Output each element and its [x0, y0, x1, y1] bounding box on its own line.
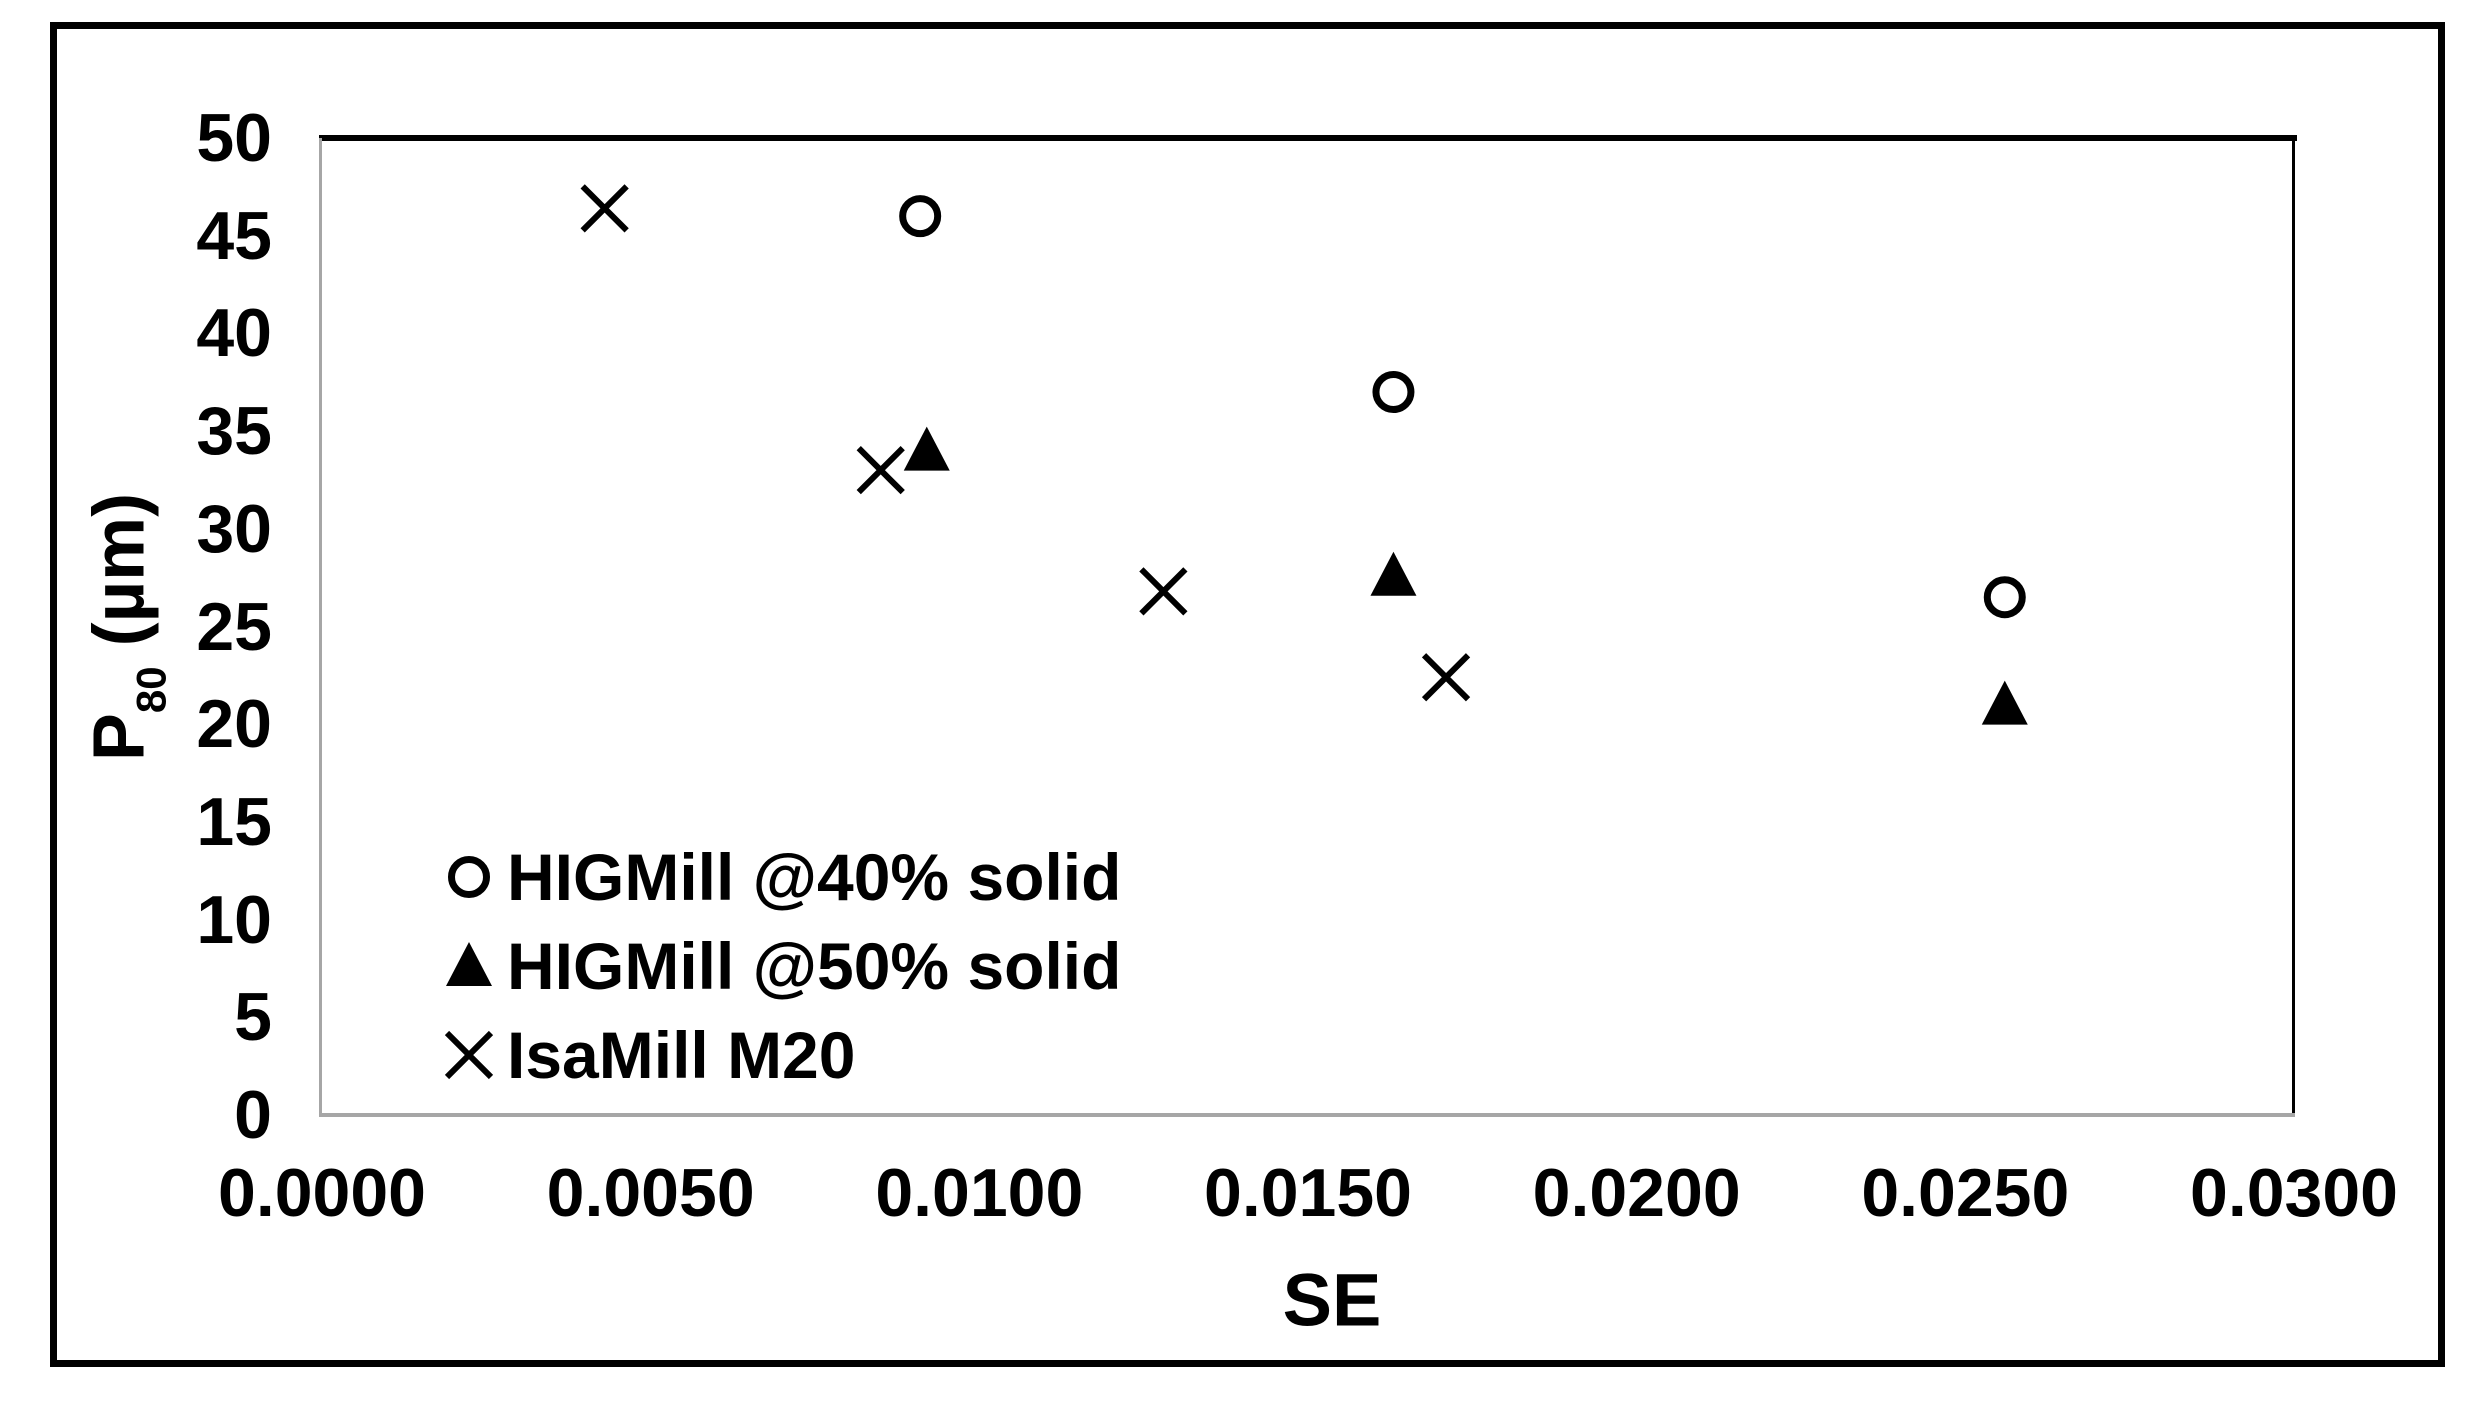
x-tick-label: 0.0250 [1861, 1155, 2070, 1231]
data-point-marker [899, 195, 942, 238]
data-point-marker [1421, 653, 1471, 702]
y-axis-title-unit: (µm) [79, 492, 160, 667]
x-tick-label: 0.0300 [2190, 1155, 2398, 1231]
x-tick-label: 0.0000 [218, 1155, 426, 1231]
legend-marker-shape [444, 1030, 494, 1080]
data-point-marker [903, 426, 950, 471]
legend-marker-shape [448, 856, 490, 898]
plot-top-border [319, 135, 2297, 141]
legend-marker-shape [446, 942, 492, 986]
legend-label: IsaMill M20 [507, 1018, 856, 1092]
y-tick-label: 40 [196, 295, 272, 372]
y-axis-line [319, 138, 322, 1115]
x-tick-label: 0.0200 [1532, 1155, 1741, 1231]
triangle-marker-icon [446, 942, 492, 986]
data-point-marker [1983, 576, 2026, 619]
circle-marker-icon [448, 856, 490, 898]
y-axis-title-base: P [79, 713, 160, 762]
plot-right-border [2292, 138, 2295, 1115]
x-axis-title: SE [1282, 1258, 1382, 1342]
legend-row: IsaMill M20 [441, 1013, 855, 1097]
data-point-marker [580, 184, 629, 233]
series-triangle-filled [903, 426, 2028, 725]
y-tick-label: 50 [196, 100, 272, 176]
legend-label: HIGMill @40% solid [507, 840, 1122, 914]
y-tick-label: 10 [196, 881, 272, 958]
y-tick-label: 35 [196, 393, 272, 470]
data-point-marker [856, 446, 905, 495]
figure-border-frame [50, 22, 2445, 1367]
data-point-marker [1981, 680, 2028, 725]
y-axis-title: P80 (µm) [79, 493, 176, 761]
y-tick-label: 20 [196, 686, 272, 763]
y-tick-label: 45 [196, 197, 272, 274]
y-tick-label: 25 [196, 588, 272, 665]
legend-row: HIGMill @50% solid [441, 924, 1121, 1008]
data-point-marker [1370, 551, 1417, 596]
x-axis-line [319, 1113, 2295, 1117]
x-marker-icon [444, 1030, 494, 1080]
x-tick-label: 0.0050 [546, 1155, 755, 1231]
y-axis-title-subscript: 80 [127, 666, 175, 714]
legend-row: HIGMill @40% solid [441, 835, 1121, 919]
x-tick-label: 0.0150 [1204, 1155, 1412, 1231]
y-tick-label: 30 [196, 490, 272, 567]
legend-label: HIGMill @50% solid [507, 929, 1122, 1003]
data-point-marker [1372, 371, 1415, 414]
scatter-plot-area [580, 184, 2028, 725]
x-tick-label: 0.0100 [875, 1155, 1084, 1231]
series-circle-open [899, 195, 2026, 619]
y-tick-label: 0 [234, 1077, 272, 1153]
y-tick-label: 15 [196, 783, 272, 860]
series-x [580, 184, 1471, 702]
y-tick-label: 5 [234, 979, 272, 1056]
data-point-marker [1139, 567, 1188, 616]
